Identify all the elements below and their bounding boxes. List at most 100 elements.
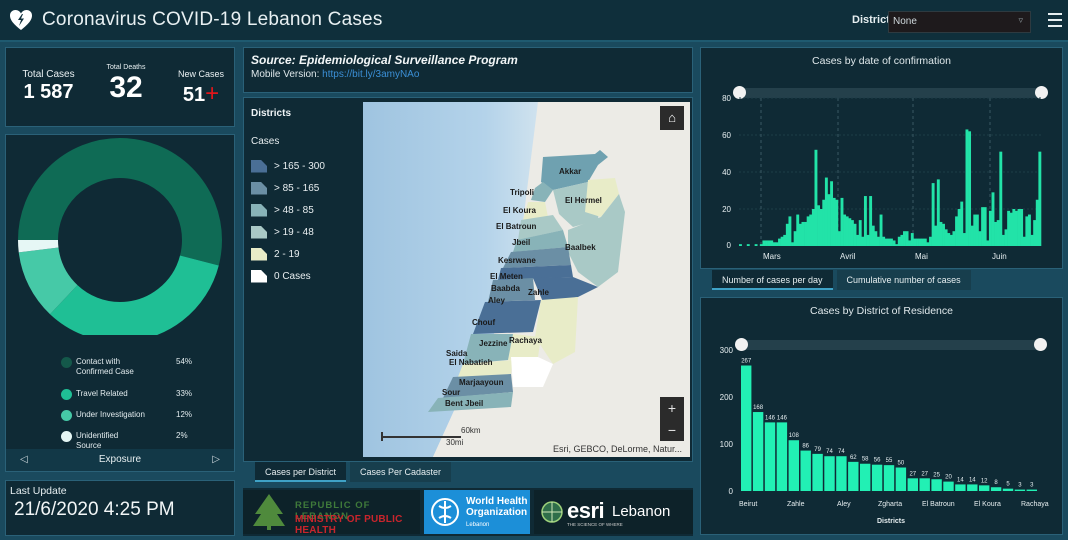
next-arrow-icon[interactable]: ▷: [212, 454, 220, 465]
legend-class: > 85 - 165: [251, 177, 355, 199]
svg-text:27: 27: [909, 471, 916, 477]
exposure-pager: ◁ Exposure ▷: [6, 449, 234, 471]
daily-cases-bars[interactable]: [739, 94, 1049, 254]
esri-logo: esri Lebanon THE SCIENCE OF WHERE: [534, 490, 693, 534]
hamburger-menu-icon[interactable]: [1048, 13, 1062, 27]
stats-panel: Total Cases 1 587 Total Deaths 32 New Ca…: [5, 47, 235, 127]
range-end-handle[interactable]: [1034, 338, 1047, 351]
map-panel: Districts Cases > 165 - 300 > 85 - 165 >…: [243, 97, 693, 462]
new-cases-stat: New Cases 51+: [171, 69, 231, 108]
mobile-version-label: Mobile Version:: [251, 69, 320, 80]
svg-text:Jbeil: Jbeil: [512, 238, 530, 247]
cases-by-date-chart: Cases by date of confirmation 80 60 40 2…: [700, 47, 1063, 269]
ministry-of-health-logo: REPUBLIC OF LEBANON MINISTRY OF PUBLIC H…: [243, 490, 420, 536]
map-scale-bar: 60km 30mi: [381, 426, 481, 447]
svg-text:108: 108: [789, 433, 800, 439]
who-logo: World Health Organization Lebanon: [424, 490, 530, 534]
top-bar: Coronavirus COVID-19 Lebanon Cases Distr…: [0, 0, 1068, 42]
district-select[interactable]: None ▿: [888, 11, 1031, 33]
home-icon[interactable]: ⌂: [660, 106, 684, 130]
range-start-handle[interactable]: [735, 338, 748, 351]
slice-travel[interactable]: [18, 138, 222, 335]
legend-class: 2 - 19: [251, 243, 355, 265]
svg-text:5: 5: [1006, 482, 1010, 488]
svg-text:Marjaayoun: Marjaayoun: [459, 378, 504, 387]
svg-text:3: 3: [1030, 483, 1034, 489]
chevron-down-icon: ▿: [1018, 15, 1023, 25]
range-start-handle[interactable]: [733, 86, 746, 99]
svg-text:74: 74: [838, 449, 845, 455]
svg-text:Sour: Sour: [442, 388, 460, 397]
total-cases-stat: Total Cases 1 587: [16, 69, 81, 104]
zoom-in-button[interactable]: +: [667, 400, 677, 416]
legend-class: 0 Cases: [251, 265, 355, 287]
svg-text:58: 58: [862, 457, 869, 463]
svg-text:El Meten: El Meten: [490, 272, 523, 281]
svg-text:Jezzine: Jezzine: [479, 339, 508, 348]
svg-text:12: 12: [981, 478, 988, 484]
svg-text:El Koura: El Koura: [503, 206, 536, 215]
chart-title: Cases by date of confirmation: [812, 55, 951, 67]
map-tabs: Cases per District Cases Per Cadaster: [255, 462, 455, 482]
svg-text:50: 50: [898, 461, 905, 467]
map-attribution: Esri, GEBCO, DeLorme, Natur...: [552, 444, 682, 454]
legend-title: Districts: [251, 108, 292, 119]
svg-text:Kesrwane: Kesrwane: [498, 256, 536, 265]
new-cases-value: 51: [182, 84, 206, 106]
zoom-controls: + −: [660, 397, 684, 441]
district-label-akkar: Akkar: [559, 167, 581, 176]
svg-text:Aley: Aley: [488, 296, 505, 305]
last-update-panel: Last Update 21/6/2020 4:25 PM: [5, 480, 235, 536]
total-deaths-value: 32: [109, 71, 143, 104]
district-range-slider[interactable]: [735, 338, 1047, 351]
slice-unidentified[interactable]: [18, 138, 222, 335]
svg-text:55: 55: [886, 458, 893, 464]
svg-text:14: 14: [957, 477, 964, 483]
svg-text:25: 25: [933, 472, 940, 478]
total-deaths-stat: Total Deaths 32: [101, 64, 151, 105]
svg-text:El Batroun: El Batroun: [496, 222, 537, 231]
tab-cumulative-cases[interactable]: Cumulative number of cases: [836, 270, 971, 290]
svg-text:8: 8: [994, 480, 998, 486]
date-range-slider[interactable]: [733, 86, 1048, 99]
zoom-out-button[interactable]: −: [667, 422, 677, 438]
last-update-value: 21/6/2020 4:25 PM: [14, 499, 175, 520]
tab-cases-per-day[interactable]: Number of cases per day: [712, 270, 833, 290]
last-update-label: Last Update: [10, 485, 67, 497]
svg-text:74: 74: [826, 449, 833, 455]
district-select-value: None: [893, 16, 917, 27]
tab-cases-per-district[interactable]: Cases per District: [255, 462, 347, 482]
svg-text:79: 79: [814, 447, 821, 453]
svg-text:14: 14: [969, 477, 976, 483]
svg-text:27: 27: [921, 471, 928, 477]
district-filter-label: District: [852, 14, 890, 26]
range-end-handle[interactable]: [1035, 86, 1048, 99]
tab-cases-per-cadaster[interactable]: Cases Per Cadaster: [350, 462, 452, 482]
cases-by-district-chart: Cases by District of Residence 300 200 1…: [700, 297, 1063, 535]
svg-text:Tripoli: Tripoli: [510, 188, 534, 197]
prev-arrow-icon[interactable]: ◁: [20, 454, 28, 465]
partner-logos: REPUBLIC OF LEBANON MINISTRY OF PUBLIC H…: [243, 488, 693, 536]
source-panel: Source: Epidemiological Surveillance Pro…: [243, 47, 693, 93]
legend-class: > 19 - 48: [251, 221, 355, 243]
svg-text:Zahle: Zahle: [528, 288, 549, 297]
svg-text:146: 146: [765, 415, 776, 421]
map-legend: Districts Cases > 165 - 300 > 85 - 165 >…: [244, 98, 362, 460]
svg-text:El Nabatieh: El Nabatieh: [449, 358, 493, 367]
svg-text:62: 62: [850, 455, 857, 461]
svg-text:146: 146: [777, 415, 788, 421]
mobile-version-link[interactable]: https://bit.ly/3amyNAo: [322, 69, 420, 80]
svg-text:Bent Jbeil: Bent Jbeil: [445, 399, 483, 408]
lebanon-map[interactable]: Akkar Tripoli El Hermel El Koura El Batr…: [363, 102, 690, 457]
who-emblem-icon: [431, 498, 459, 526]
svg-text:Rachaya: Rachaya: [509, 336, 542, 345]
svg-text:Baabda: Baabda: [491, 284, 520, 293]
source-text: Source: Epidemiological Surveillance Pro…: [251, 53, 518, 67]
chart-title: Cases by District of Residence: [810, 305, 953, 317]
new-cases-label: New Cases: [177, 69, 224, 79]
heart-bolt-icon: [10, 10, 32, 30]
svg-text:El Hermel: El Hermel: [565, 196, 602, 205]
legend-class: > 165 - 300: [251, 155, 355, 177]
legend-subtitle: Cases: [251, 136, 280, 147]
